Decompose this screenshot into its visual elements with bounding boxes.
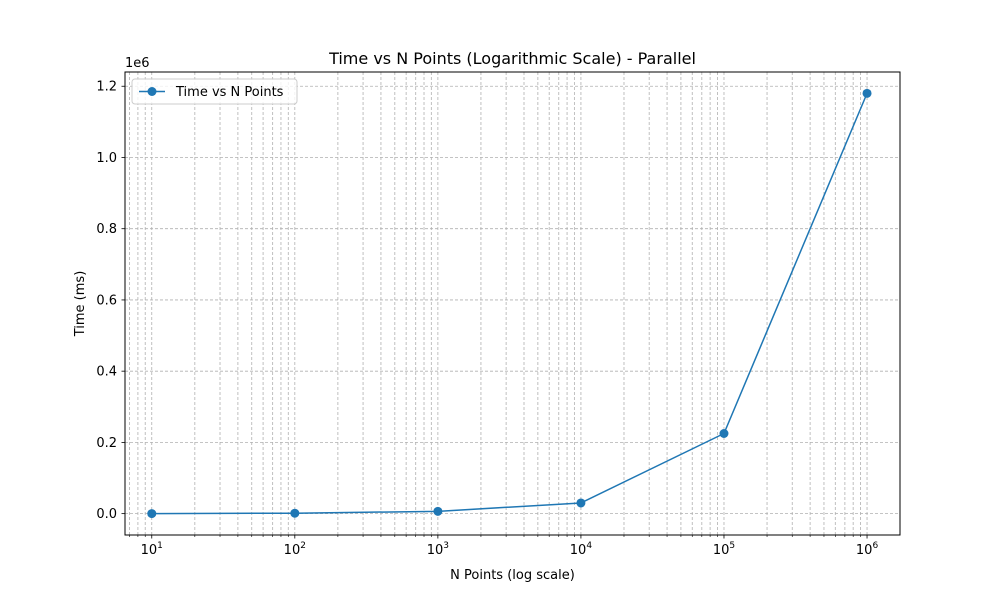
data-point	[576, 498, 586, 508]
plot-area-frame	[124, 71, 901, 536]
legend-entry-label: Time vs N Points	[175, 85, 284, 100]
x-tick-label: 106	[856, 541, 879, 558]
x-tick-label: 104	[570, 541, 593, 558]
data-point	[290, 508, 300, 518]
data-point	[862, 88, 872, 98]
y-axis-label: Time (ms)	[73, 271, 88, 338]
data-point	[147, 509, 157, 519]
x-tick-label: 103	[427, 541, 449, 558]
x-tick-label: 102	[284, 541, 306, 558]
chart-title: Time vs N Points (Logarithmic Scale) - P…	[328, 49, 696, 68]
grid-lines	[125, 72, 900, 535]
y-tick-label: 0.2	[96, 436, 117, 451]
legend-marker	[147, 87, 157, 96]
data-point	[719, 428, 729, 438]
y-tick-label: 0.4	[96, 365, 117, 380]
legend: Time vs N Points	[131, 78, 298, 105]
x-axis-label: N Points (log scale)	[450, 568, 575, 583]
y-tick-label: 1.0	[96, 151, 117, 166]
y-axis-offset-label: 1e6	[125, 56, 150, 71]
x-tick-label: 105	[713, 541, 735, 558]
series-line	[151, 93, 868, 515]
x-tick-label: 101	[141, 541, 163, 558]
series-layer	[147, 88, 872, 519]
axis-ticks: 101 102 103 104 105 106 0.0 0.2 0.4 0.6 0.8 1.0 1.2	[96, 80, 878, 558]
y-tick-label: 0.0	[96, 507, 117, 522]
y-tick-label: 0.8	[96, 222, 117, 237]
legend-box	[131, 78, 298, 105]
y-tick-label: 0.6	[96, 293, 117, 308]
y-tick-label: 1.2	[96, 80, 117, 95]
data-point	[433, 506, 443, 516]
